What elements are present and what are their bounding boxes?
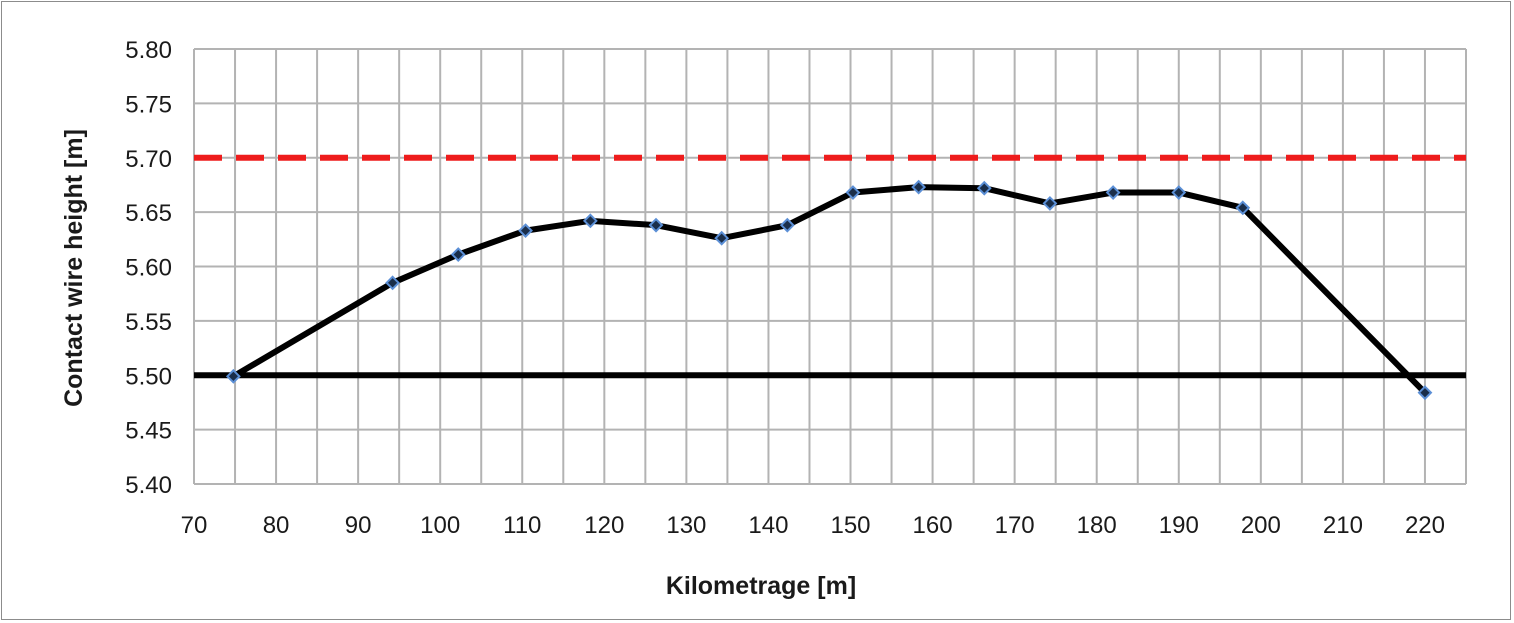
x-tick-label: 140 <box>748 512 788 539</box>
x-axis-title: Kilometrage [m] <box>666 572 856 600</box>
data-point <box>845 185 861 200</box>
data-point <box>225 368 241 384</box>
tick-labels: 70 80 90 100 110 120 130 140 150 160 170 180 190 200 2… <box>125 37 1445 539</box>
y-tick-label: 5.65 <box>125 200 172 227</box>
x-tick-label: 80 <box>263 512 290 539</box>
data-point <box>648 217 664 233</box>
data-point <box>582 213 598 229</box>
data-point <box>911 179 927 195</box>
x-tick-label: 130 <box>666 512 706 539</box>
data-point <box>385 275 401 291</box>
data-point <box>518 223 533 239</box>
data-point <box>976 180 992 196</box>
y-tick-label: 5.40 <box>125 472 172 499</box>
x-tick-label: 190 <box>1159 512 1199 539</box>
data-point <box>1105 185 1121 200</box>
series-line <box>231 184 1428 395</box>
x-tick-label: 70 <box>181 512 208 539</box>
x-tick-label: 220 <box>1405 512 1445 539</box>
x-tick-label: 110 <box>503 512 541 539</box>
series-lines <box>231 184 1428 395</box>
y-axis-title: Contact wire height [m] <box>60 129 88 407</box>
data-point <box>1042 196 1058 211</box>
data-point <box>1171 185 1187 200</box>
grid <box>193 48 1467 485</box>
x-tick-label: 90 <box>345 512 372 539</box>
y-tick-label: 5.80 <box>125 37 172 64</box>
data-point <box>1417 385 1433 401</box>
data-point <box>1235 200 1251 216</box>
x-tick-label: 210 <box>1323 512 1363 539</box>
x-tick-label: 120 <box>584 512 624 539</box>
y-tick-label: 5.75 <box>125 91 172 118</box>
data-markers <box>225 179 1433 401</box>
x-tick-label: 100 <box>420 512 460 539</box>
x-tick-label: 160 <box>913 512 953 539</box>
data-point <box>779 217 795 233</box>
x-tick-label: 180 <box>1077 512 1117 539</box>
y-tick-label: 5.45 <box>125 418 172 445</box>
y-tick-label: 5.60 <box>125 255 172 282</box>
data-point <box>714 230 730 246</box>
y-tick-label: 5.50 <box>125 363 172 390</box>
y-tick-label: 5.55 <box>125 309 172 336</box>
reference-lines <box>194 154 1466 379</box>
y-tick-label: 5.70 <box>125 146 172 173</box>
data-point <box>450 247 466 262</box>
x-tick-label: 150 <box>830 512 870 539</box>
x-tick-label: 170 <box>995 512 1035 539</box>
x-tick-label: 200 <box>1241 512 1281 539</box>
